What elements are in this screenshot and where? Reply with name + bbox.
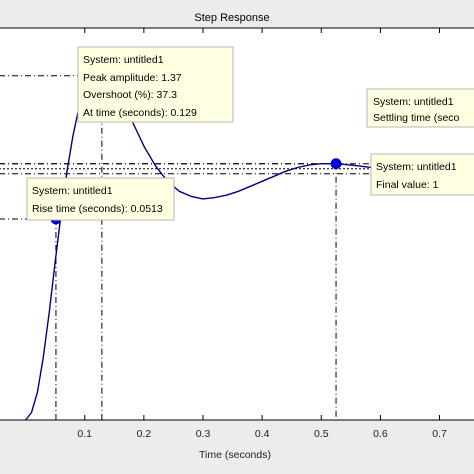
datatip-final-value-text: Final value: 1 — [376, 179, 439, 191]
x-tick-label: 0.4 — [255, 428, 270, 440]
datatip-peak-overshoot: Overshoot (%): 37.3 — [83, 89, 177, 101]
x-axis-label: Time (seconds) — [199, 449, 271, 461]
chart-title: Step Response — [194, 12, 269, 24]
datatip-peak-amplitude: Peak amplitude: 1.37 — [83, 72, 182, 84]
datatip-settling-time[interactable]: System: untitled1 Settling time (seco — [366, 88, 474, 128]
datatip-settling-system: System: untitled1 — [373, 96, 454, 108]
plot-area — [0, 27, 474, 421]
x-tick-label: 0.5 — [314, 428, 329, 440]
datatip-final-value[interactable]: System: untitled1 Final value: 1 — [370, 153, 474, 196]
datatip-rise-system: System: untitled1 — [32, 185, 113, 197]
datatip-rise-time[interactable]: System: untitled1 Rise time (seconds): 0… — [26, 177, 175, 221]
x-axis-ticks: 0.1 0.2 0.3 0.4 0.5 0.6 0.7 — [77, 28, 447, 440]
datatip-peak-system: System: untitled1 — [83, 54, 164, 66]
x-tick-label: 0.1 — [77, 428, 92, 440]
x-tick-label: 0.3 — [196, 428, 211, 440]
datatip-peak-time: At time (seconds): 0.129 — [83, 107, 197, 119]
settling-time-marker[interactable] — [330, 158, 342, 170]
x-tick-label: 0.7 — [432, 428, 447, 440]
datatip-settling-time-value: Settling time (seco — [373, 112, 460, 124]
datatip-peak[interactable]: System: untitled1 Peak amplitude: 1.37 O… — [77, 46, 234, 123]
datatip-rise-time-value: Rise time (seconds): 0.0513 — [32, 203, 163, 215]
datatip-final-system: System: untitled1 — [376, 161, 457, 173]
x-tick-label: 0.6 — [373, 428, 388, 440]
x-tick-label: 0.2 — [137, 428, 152, 440]
